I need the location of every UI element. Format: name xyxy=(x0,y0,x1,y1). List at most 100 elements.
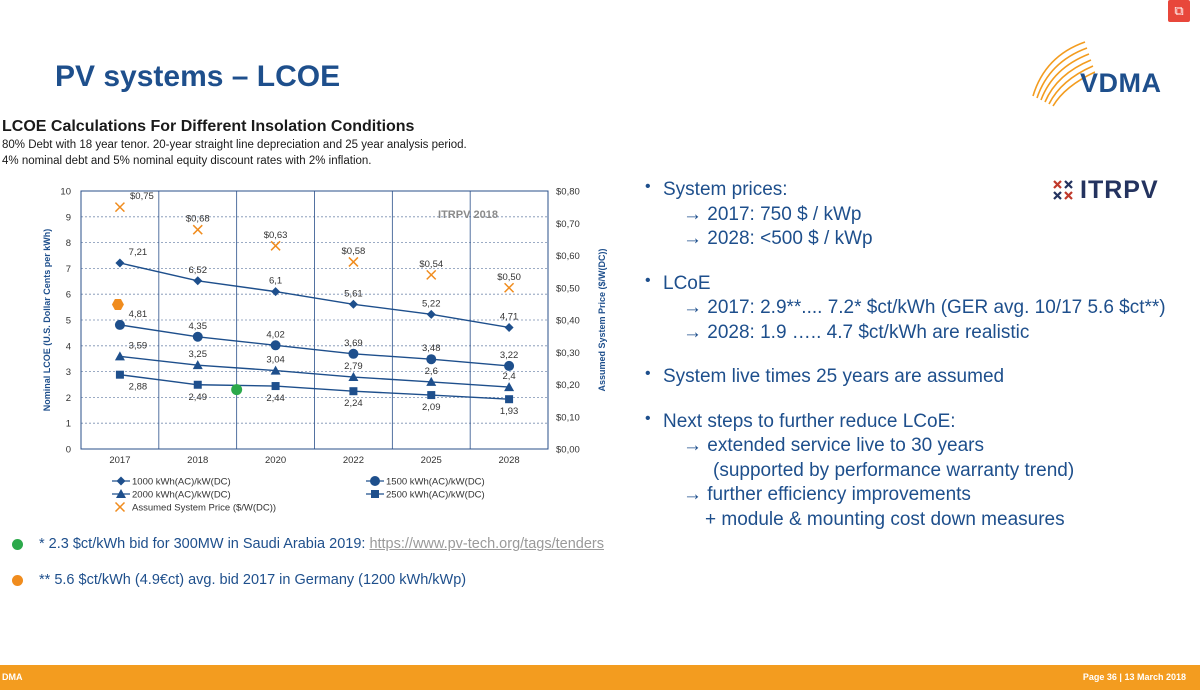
legend-label: Assumed System Price ($/W(DC)) xyxy=(132,503,276,514)
bullet-line: LCoE xyxy=(663,272,711,294)
data-point xyxy=(426,309,436,319)
data-point xyxy=(348,299,358,309)
data-label: 2,79 xyxy=(344,361,363,372)
data-label: 1,93 xyxy=(500,406,519,417)
y-tick-label: 8 xyxy=(66,238,71,249)
chart-subtitle-line-1: 80% Debt with 18 year tenor. 20-year str… xyxy=(2,139,467,151)
data-label: 4,81 xyxy=(129,309,148,320)
bullet-line: → 2017: 2.9**.... 7.2* $ct/kWh (GER avg.… xyxy=(683,297,1166,318)
data-label: 4,35 xyxy=(189,321,208,332)
y2-tick-label: $0,60 xyxy=(556,251,580,262)
lcoe-chart: 0 1 2 3 4 5 6 7 8 9 10 $0,00 $0,10 $0,20 $0,30 $0,40 $0,… xyxy=(42,187,607,514)
data-point xyxy=(270,365,281,375)
data-point xyxy=(504,360,515,371)
data-point xyxy=(114,351,125,361)
price-label: $0,50 xyxy=(497,272,521,283)
data-point xyxy=(348,348,359,359)
bullet-line: → 2028: <500 $ / kWp xyxy=(683,228,873,249)
extra-point-saudi xyxy=(231,384,243,396)
orange-dot-icon xyxy=(12,574,23,586)
y2-tick-label: $0,30 xyxy=(556,348,580,359)
data-label: 7,21 xyxy=(129,247,148,258)
price-point xyxy=(270,240,281,251)
data-label: 4,71 xyxy=(500,311,519,322)
series-line xyxy=(119,324,510,367)
data-point xyxy=(504,322,514,332)
x-tick-label: 2028 xyxy=(499,455,520,466)
data-label: 2,44 xyxy=(266,393,285,404)
legend-label: 2500 kWh(AC)/kW(DC) xyxy=(386,490,485,501)
bullet-lcoe: LCoE → 2017: 2.9**.... 7.2* $ct/kWh (GER… xyxy=(645,272,1195,346)
data-label: 2,6 xyxy=(425,366,438,377)
bullet-line: System prices: xyxy=(663,179,788,200)
bullet-line: System live times 25 years are assumed xyxy=(663,366,1005,387)
legend-label: 1000 kWh(AC)/kW(DC) xyxy=(132,477,231,488)
x-tick-label: 2018 xyxy=(187,455,208,466)
footer-page-info: Page 36 | 13 March 2018 xyxy=(1082,672,1186,682)
data-point xyxy=(115,370,124,379)
y-tick-label: 3 xyxy=(66,367,71,378)
data-point xyxy=(192,331,203,342)
price-label: $0,68 xyxy=(186,214,210,225)
y-axis-label: Nominal LCOE (U.S. Dollar Cents per kWh) xyxy=(42,229,52,412)
data-point xyxy=(115,258,125,268)
price-label: $0,58 xyxy=(342,246,366,257)
bullet-next-steps: Next steps to further reduce LCoE: → ext… xyxy=(645,410,1195,533)
footer-left-text: DMA xyxy=(2,672,23,682)
y2-tick-label: $0,80 xyxy=(556,187,580,198)
y2-tick-label: $0,40 xyxy=(556,316,580,327)
data-label: 3,22 xyxy=(500,350,519,361)
y2-tick-label: $0,20 xyxy=(556,380,580,391)
data-label: 2,49 xyxy=(189,392,208,403)
bullet-line: (supported by performance warranty trend… xyxy=(713,459,1075,481)
data-label: 4,02 xyxy=(266,329,285,340)
y2-tick-label: $0,00 xyxy=(556,445,580,456)
bullet-list: System prices: → 2017: 750 $ / kWp → 202… xyxy=(645,178,1195,552)
y2-axis-label: Assumed System Price ($/W(DC)) xyxy=(597,248,607,391)
series-line xyxy=(119,355,510,388)
x-tick-label: 2017 xyxy=(109,455,130,466)
data-label: 2,09 xyxy=(422,402,441,413)
price-point xyxy=(426,269,437,280)
y-tick-label: 10 xyxy=(60,187,71,198)
data-label: 3,69 xyxy=(344,338,363,349)
data-point xyxy=(348,372,359,382)
tenders-link[interactable]: https://www.pv-tech.org/tags/tenders xyxy=(369,536,604,552)
data-label: 3,25 xyxy=(189,349,208,360)
y2-tick-label: $0,70 xyxy=(556,219,580,230)
data-point xyxy=(193,380,202,389)
chart-subtitle-line-2: 4% nominal debt and 5% nominal equity di… xyxy=(2,155,372,167)
vdma-logo: VDMA xyxy=(1025,38,1185,108)
price-label: $0,75 xyxy=(130,191,154,202)
y-tick-label: 9 xyxy=(66,212,71,223)
data-label: 2,24 xyxy=(344,398,363,409)
price-point xyxy=(504,282,515,293)
legend-marker xyxy=(371,490,379,498)
data-point xyxy=(505,395,514,404)
data-label: 2,88 xyxy=(129,382,148,393)
plot-frame xyxy=(80,190,549,450)
legend-marker xyxy=(116,489,126,498)
y2-tick-label: $0,10 xyxy=(556,412,580,423)
data-point xyxy=(271,382,280,391)
footer-bar: DMA Page 36 | 13 March 2018 xyxy=(0,665,1200,690)
presentation-icon[interactable]: ⧉ xyxy=(1168,0,1190,22)
y-tick-label: 6 xyxy=(66,290,71,301)
footnote-text: * 2.3 $ct/kWh bid for 300MW in Saudi Ara… xyxy=(39,536,366,552)
chart-heading: LCOE Calculations For Different Insolati… xyxy=(2,118,415,135)
price-point xyxy=(348,256,359,267)
data-point xyxy=(426,376,437,386)
page-title: PV systems – LCOE xyxy=(55,60,341,93)
bullet-lifetime: System live times 25 years are assumed xyxy=(645,365,1195,390)
bullet-line: → extended service live to 30 years xyxy=(683,435,984,456)
footnote-saudi: * 2.3 $ct/kWh bid for 300MW in Saudi Ara… xyxy=(12,536,604,552)
data-label: 6,1 xyxy=(269,276,282,287)
y-tick-label: 5 xyxy=(66,316,71,327)
chart-watermark: ITRPV 2018 xyxy=(438,209,498,221)
legend-marker xyxy=(114,501,126,513)
data-label: 3,59 xyxy=(129,340,148,351)
legend-marker xyxy=(116,476,126,486)
bullet-line: + module & mounting cost down measures xyxy=(705,508,1065,530)
price-point xyxy=(114,202,125,213)
footnote-germany: ** 5.6 $ct/kWh (4.9€ct) avg. bid 2017 in… xyxy=(12,572,466,588)
